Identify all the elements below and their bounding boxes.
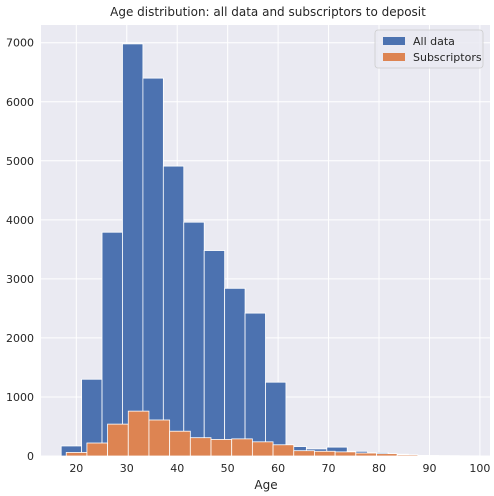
- x-axis-label: Age: [254, 478, 277, 492]
- histogram-bar: [189, 437, 212, 457]
- histogram-bar: [122, 43, 144, 457]
- histogram-bar: [293, 450, 315, 457]
- legend-swatch: [383, 37, 405, 45]
- x-tick-label: 70: [322, 462, 336, 475]
- histogram-bar: [86, 442, 108, 457]
- histogram-bar: [107, 423, 129, 457]
- y-tick-label: 2000: [6, 332, 34, 345]
- histogram-bar: [183, 221, 205, 457]
- histogram-bar: [396, 454, 419, 457]
- y-tick-label: 5000: [6, 155, 34, 168]
- x-tick-label: 30: [120, 462, 134, 475]
- histogram-bar: [101, 231, 123, 457]
- histogram-bar: [251, 441, 274, 457]
- y-tick-label: 3000: [6, 273, 34, 286]
- histogram-bar: [169, 430, 191, 457]
- y-tick-label: 0: [27, 450, 34, 463]
- x-tick-label: 50: [221, 462, 235, 475]
- histogram-bar: [272, 444, 295, 457]
- histogram-bar: [334, 451, 357, 457]
- y-tick-label: 4000: [6, 214, 34, 227]
- legend-label: Subscriptors: [413, 51, 482, 64]
- histogram-bar: [65, 452, 88, 457]
- histogram-bar: [224, 287, 246, 457]
- histogram-bar: [148, 419, 171, 457]
- legend-swatch: [383, 53, 405, 61]
- chart-title: Age distribution: all data and subscript…: [110, 5, 426, 19]
- y-tick-label: 1000: [6, 391, 34, 404]
- histogram-bar: [203, 250, 226, 457]
- x-tick-label: 90: [422, 462, 436, 475]
- histogram-bar: [244, 312, 266, 457]
- histogram-bar: [127, 410, 150, 457]
- x-tick-label: 40: [170, 462, 184, 475]
- y-tick-label: 7000: [6, 37, 34, 50]
- x-tick-label: 60: [271, 462, 285, 475]
- x-tick-label: 20: [69, 462, 83, 475]
- histogram-bar: [355, 452, 377, 457]
- histogram-bar: [231, 438, 253, 457]
- histogram-bar: [210, 439, 233, 457]
- x-tick-label: 80: [372, 462, 386, 475]
- x-tick-label: 100: [469, 462, 490, 475]
- histogram-bar: [314, 450, 336, 457]
- histogram-bar: [142, 77, 164, 457]
- series-subscriptors: [65, 410, 481, 457]
- y-tick-label: 6000: [6, 96, 34, 109]
- histogram-bar: [162, 165, 185, 457]
- series-all-data: [60, 43, 471, 457]
- legend: All data Subscriptors: [374, 29, 484, 69]
- histogram-bar: [376, 453, 398, 457]
- legend-label: All data: [413, 35, 455, 48]
